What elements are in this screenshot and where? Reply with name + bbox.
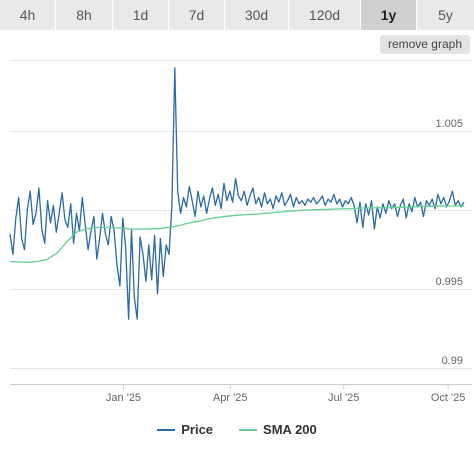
y-axis-labels: 0.99 0.995 1.005 bbox=[435, 118, 463, 367]
tab-7d[interactable]: 7d bbox=[169, 0, 225, 30]
timeframe-tabs: 4h 8h 1d 7d 30d 120d 1y 5y bbox=[0, 0, 474, 30]
x-tick-label: Jan '25 bbox=[106, 392, 141, 404]
x-tick-label: Jul '25 bbox=[328, 392, 359, 404]
y-tick-label: 0.99 bbox=[442, 355, 463, 367]
tab-4h[interactable]: 4h bbox=[0, 0, 56, 30]
tab-1y[interactable]: 1y bbox=[361, 0, 417, 30]
chart-legend: Price SMA 200 bbox=[0, 422, 474, 437]
tab-1d[interactable]: 1d bbox=[113, 0, 169, 30]
y-tick-label: 0.995 bbox=[435, 276, 463, 288]
legend-label-price: Price bbox=[181, 422, 214, 437]
tab-8h[interactable]: 8h bbox=[56, 0, 113, 30]
legend-item-sma[interactable]: SMA 200 bbox=[239, 422, 317, 437]
chart-series bbox=[9, 67, 465, 320]
price-chart: 0.99 0.995 1.005 Jan '25 Apr '25 Jul '25 Oct … bbox=[9, 60, 472, 404]
y-tick-label: 1.005 bbox=[435, 118, 463, 130]
sma-swatch bbox=[239, 428, 258, 431]
tab-120d[interactable]: 120d bbox=[289, 0, 361, 30]
price-line bbox=[9, 67, 465, 320]
remove-graph-button[interactable]: remove graph bbox=[379, 35, 470, 54]
legend-item-price[interactable]: Price bbox=[157, 422, 213, 437]
x-axis-labels: Jan '25 Apr '25 Jul '25 Oct '25 bbox=[106, 384, 465, 404]
tab-30d[interactable]: 30d bbox=[225, 0, 289, 30]
x-tick-label: Apr '25 bbox=[213, 392, 248, 404]
price-swatch bbox=[157, 428, 176, 431]
legend-label-sma: SMA 200 bbox=[263, 422, 317, 437]
tab-5y[interactable]: 5y bbox=[417, 0, 474, 30]
chart-grid bbox=[10, 60, 472, 385]
sma-200-line bbox=[9, 205, 464, 263]
x-tick-label: Oct '25 bbox=[431, 392, 466, 404]
